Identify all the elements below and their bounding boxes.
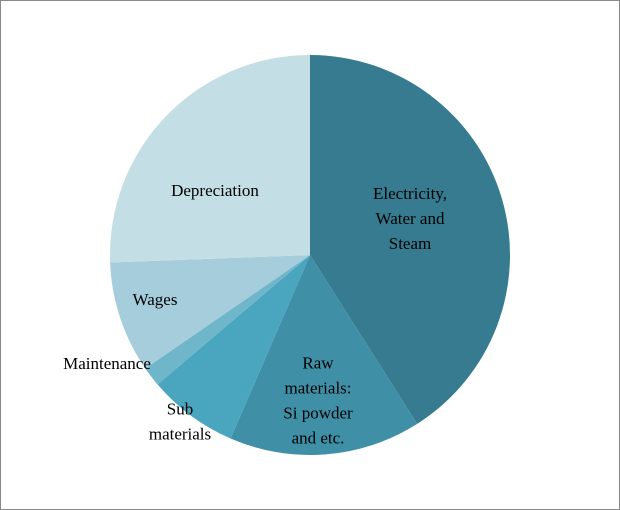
slice-label: Wages <box>133 290 178 309</box>
pie-slice <box>157 255 310 439</box>
slice-label: Maintenance <box>63 354 151 373</box>
pie-slice <box>145 255 310 385</box>
slice-label: Sub materials <box>149 400 211 444</box>
slice-label: Electricity, Water and Steam <box>373 184 447 253</box>
slice-label: Depreciation <box>171 181 259 200</box>
pie-slice <box>230 255 418 455</box>
slice-label: Raw materials: Si powder and etc. <box>283 354 353 448</box>
pie-slice <box>110 255 310 369</box>
pie-slice <box>310 55 510 424</box>
pie-slice <box>109 55 310 263</box>
